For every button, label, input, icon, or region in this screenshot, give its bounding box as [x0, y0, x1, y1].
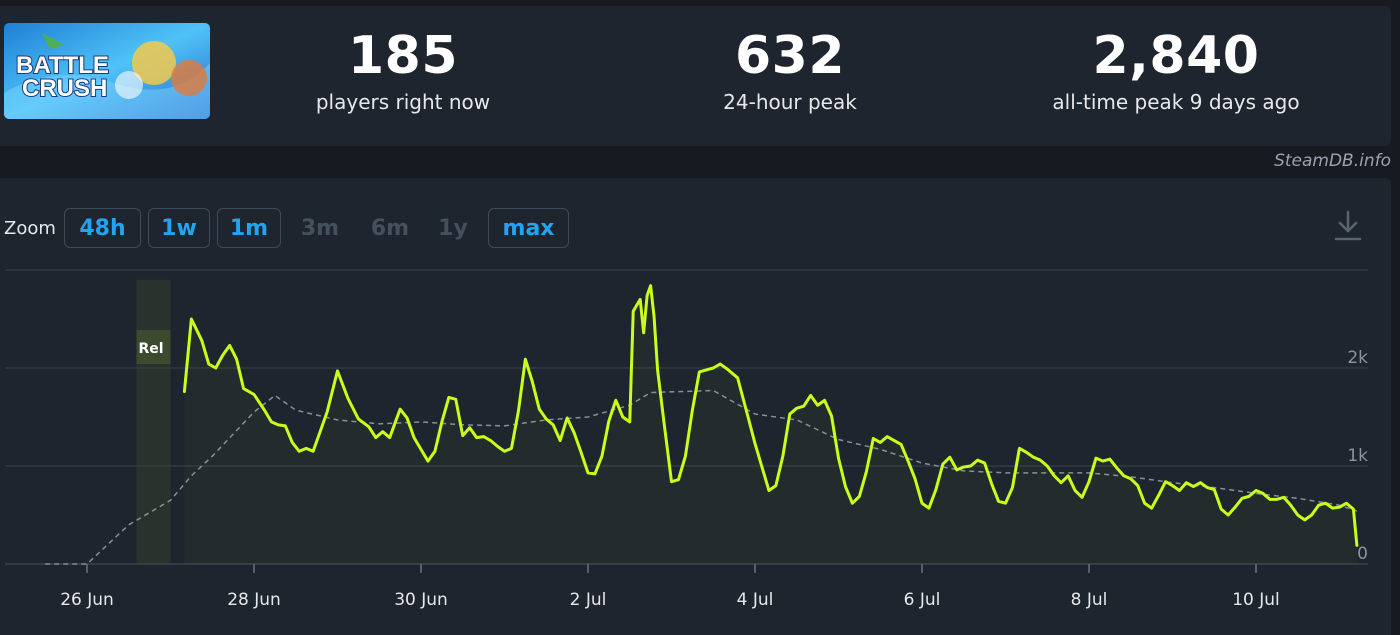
players-line	[182, 284, 1359, 547]
logo-text-line1: BATTLE	[16, 52, 109, 79]
x-tick-label: 10 Jul	[1232, 590, 1280, 610]
x-tick-label: 26 Jun	[60, 590, 114, 610]
y-tick-label: 0	[1357, 544, 1368, 564]
x-tick-label: 8 Jul	[1071, 590, 1108, 610]
y-tick-label: 2k	[1347, 348, 1368, 368]
all-time-peak-value: 2,840	[1092, 26, 1260, 86]
zoom-max-button[interactable]: max	[488, 208, 569, 248]
zoom-3m-button: 3m	[290, 208, 350, 248]
x-tick-label: 4 Jul	[737, 590, 774, 610]
zoom-6m-button: 6m	[360, 208, 420, 248]
chart-panel	[0, 178, 1391, 635]
zoom-1w-button[interactable]: 1w	[148, 208, 210, 248]
stat-current-players: 185 players right now	[303, 24, 503, 114]
all-time-peak-label: all-time peak 9 days ago	[1052, 90, 1300, 114]
x-tick-label: 6 Jul	[904, 590, 941, 610]
zoom-48h-button[interactable]: 48h	[64, 208, 141, 248]
stat-24h-peak: 632 24-hour peak	[690, 24, 890, 114]
zoom-1m-button[interactable]: 1m	[217, 208, 281, 248]
x-tick-label: 2 Jul	[570, 590, 607, 610]
logo-text-line2: CRUSH	[22, 75, 107, 102]
zoom-1y-button: 1y	[425, 208, 481, 248]
current-players-value: 185	[347, 26, 459, 86]
peak-24h-label: 24-hour peak	[723, 90, 857, 114]
players-area	[184, 286, 1356, 564]
stat-all-time-peak: 2,840 all-time peak 9 days ago	[1036, 24, 1316, 114]
average-line	[45, 389, 1358, 565]
release-band	[136, 279, 171, 564]
release-label-box	[136, 330, 171, 364]
stats-panel	[0, 6, 1391, 146]
zoom-label: Zoom	[4, 218, 56, 239]
x-tick-label: 28 Jun	[227, 590, 281, 610]
current-players-label: players right now	[315, 90, 491, 114]
game-logo[interactable]: BATTLE CRUSH	[4, 23, 210, 119]
release-annotation: Rel	[139, 341, 164, 357]
download-icon[interactable]	[1333, 209, 1363, 243]
y-tick-label: 1k	[1347, 446, 1368, 466]
peak-24h-value: 632	[734, 26, 846, 86]
x-tick-label: 30 Jun	[394, 590, 448, 610]
watermark[interactable]: SteamDB.info	[1274, 151, 1391, 171]
